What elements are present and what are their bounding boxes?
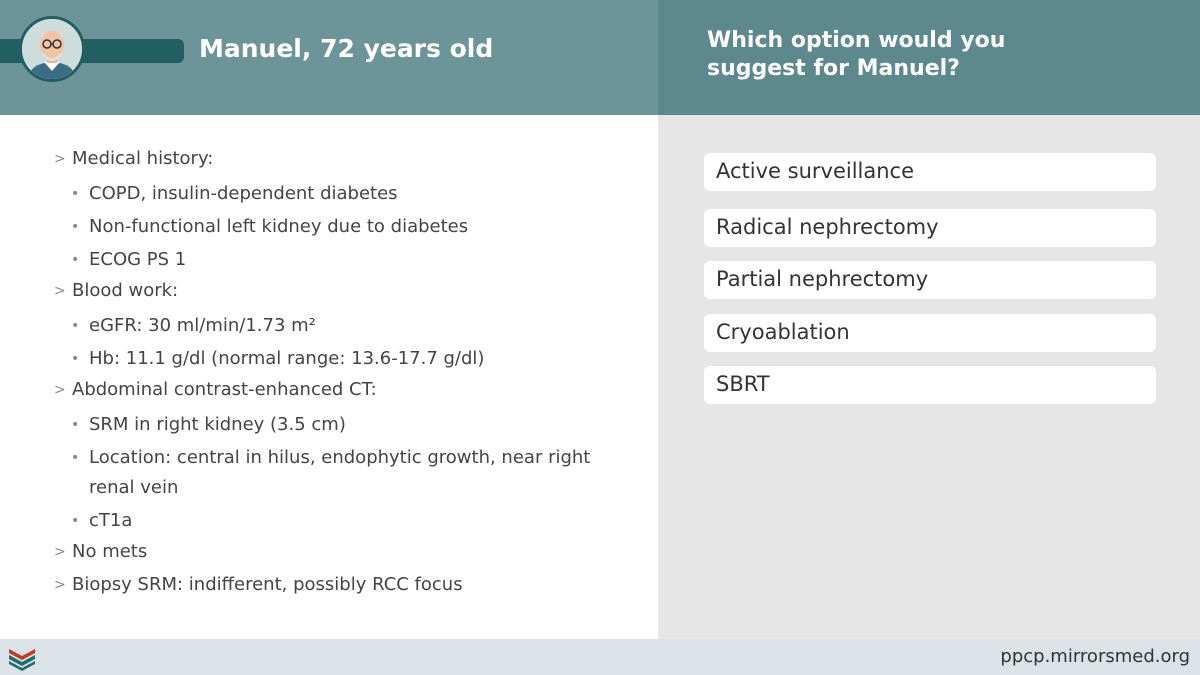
- question-line-1: Which option would you: [707, 28, 1006, 53]
- list-item: • SRM in right kidney (3.5 cm): [71, 414, 346, 435]
- list-item: • COPD, insulin-dependent diabetes: [71, 183, 398, 204]
- list-item: • eGFR: 30 ml/min/1.73 m²: [71, 315, 316, 336]
- list-item: • Hb: 11.1 g/dl (normal range: 13.6-17.7 …: [71, 348, 485, 369]
- case-details-list: > Medical history: • COPD, insulin-depende…: [54, 146, 614, 605]
- book-logo-icon: [9, 649, 35, 671]
- option-sbrt[interactable]: SBRT: [704, 366, 1156, 404]
- option-radical-nephrectomy[interactable]: Radical nephrectomy: [704, 209, 1156, 247]
- list-item: • ECOG PS 1: [71, 249, 187, 270]
- list-item: > Blood work:: [54, 280, 179, 301]
- option-active-surveillance[interactable]: Active surveillance: [704, 153, 1156, 191]
- elderly-man-icon: [22, 19, 82, 79]
- patient-avatar: [19, 16, 85, 82]
- footer-bar: [0, 639, 1200, 675]
- question-line-2: suggest for Manuel?: [707, 56, 960, 81]
- header-right-panel: [658, 0, 1200, 115]
- list-item: > Medical history:: [54, 148, 214, 169]
- list-item: • Location: central in hilus, endophytic …: [71, 447, 591, 498]
- option-partial-nephrectomy[interactable]: Partial nephrectomy: [704, 261, 1156, 299]
- list-item: > Biopsy SRM: indifferent, possibly RCC f…: [54, 574, 463, 595]
- list-item: > No mets: [54, 541, 148, 562]
- footer-url[interactable]: ppcp.mirrorsmed.org: [1000, 646, 1190, 667]
- list-item: > Abdominal contrast-enhanced CT:: [54, 379, 377, 400]
- question-heading: Which option would you suggest for Manue…: [707, 27, 1005, 83]
- patient-title: Manuel, 72 years old: [199, 34, 494, 63]
- list-item: • Non-functional left kidney due to diabe…: [71, 216, 469, 237]
- list-item: • cT1a: [71, 510, 133, 531]
- option-cryoablation[interactable]: Cryoablation: [704, 314, 1156, 352]
